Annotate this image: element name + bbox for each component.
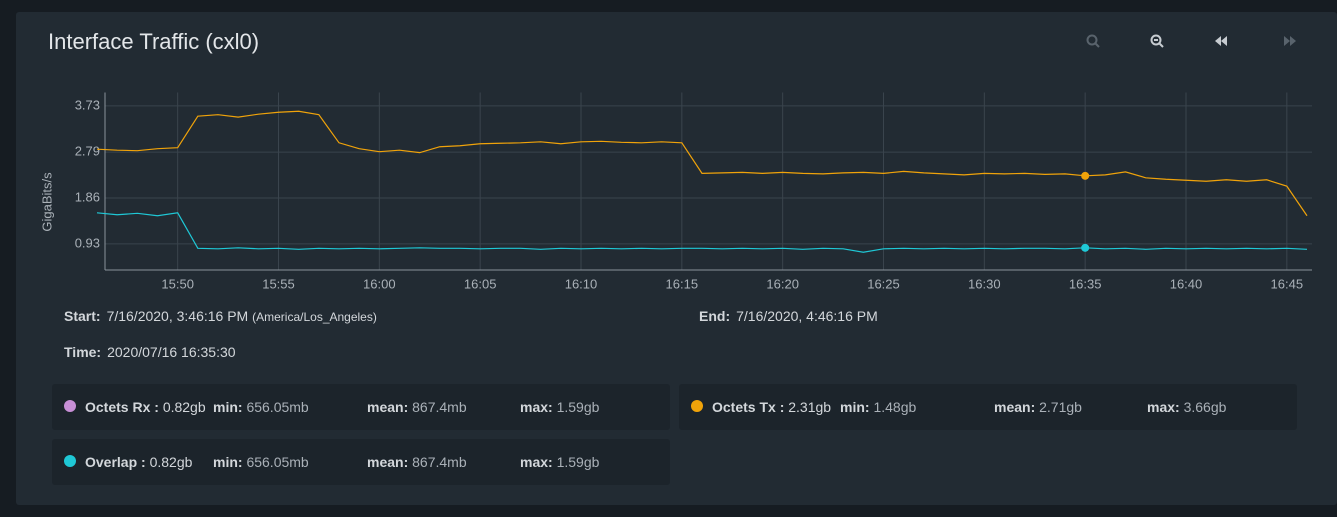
stat-label: mean: bbox=[994, 399, 1036, 415]
legend-item: Octets Tx : 2.31gb min: 1.48gb mean: 2.71g… bbox=[679, 384, 1297, 430]
series-line bbox=[96, 110, 1308, 217]
legend-stat: max: 1.59gb bbox=[520, 399, 599, 415]
stat-value: 656.05mb bbox=[246, 399, 309, 415]
legend-dot bbox=[64, 455, 76, 467]
start-info: Start: 7/16/2020, 3:46:16 PM (America/Los… bbox=[64, 308, 377, 324]
legend-stat: mean: 2.71gb bbox=[994, 399, 1082, 415]
x-tick-label: 16:30 bbox=[968, 276, 1001, 291]
end-info: End: 7/16/2020, 4:46:16 PM bbox=[699, 308, 878, 324]
legend-stat: min: 656.05mb bbox=[213, 399, 309, 415]
x-tick-label: 16:20 bbox=[766, 276, 799, 291]
stat-value: 3.66gb bbox=[1183, 399, 1227, 415]
legend-current: 0.82gb bbox=[162, 399, 206, 415]
start-zone: (America/Los_Angeles) bbox=[252, 310, 377, 324]
x-tick-label: 16:45 bbox=[1271, 276, 1304, 291]
stat-value: 2.71gb bbox=[1039, 399, 1082, 415]
legend-item: Overlap : 0.82gb min: 656.05mb mean: 867.4… bbox=[52, 439, 670, 485]
y-tick-label: 1.86 bbox=[75, 189, 100, 204]
stat-value: 1.59gb bbox=[556, 454, 600, 470]
start-label: Start: bbox=[64, 308, 101, 324]
stat-label: min: bbox=[213, 399, 243, 415]
toolbar bbox=[1086, 34, 1296, 48]
stat-label: min: bbox=[840, 399, 870, 415]
legend-dot bbox=[64, 400, 76, 412]
x-tick-label: 16:05 bbox=[464, 276, 497, 291]
legend-dot bbox=[691, 400, 703, 412]
legend-name-text: Octets Rx : bbox=[85, 399, 159, 415]
x-tick-label: 15:55 bbox=[262, 276, 295, 291]
x-tick-label: 16:00 bbox=[363, 276, 396, 291]
x-tick-label: 16:10 bbox=[565, 276, 598, 291]
legend-current: 0.82gb bbox=[149, 454, 193, 470]
chart: GigaBits/s 0.93 1.86 2.79 3.73 15:50 15:55 16:… bbox=[39, 92, 1312, 291]
stat-label: max: bbox=[520, 399, 553, 415]
legend-stat: max: 3.66gb bbox=[1147, 399, 1226, 415]
time-info: Time: 2020/07/16 16:35:30 bbox=[64, 344, 236, 360]
y-tick-label: 0.93 bbox=[75, 235, 100, 250]
legend-stat: mean: 867.4mb bbox=[367, 454, 467, 470]
stat-value: 867.4mb bbox=[412, 399, 467, 415]
y-tick-label: 2.79 bbox=[75, 144, 100, 159]
hover-point bbox=[1081, 171, 1090, 180]
zoom-in-button[interactable] bbox=[1086, 34, 1100, 48]
stat-label: mean: bbox=[367, 399, 409, 415]
legend-name: Octets Rx : 0.82gb bbox=[85, 399, 206, 415]
stat-value: 656.05mb bbox=[246, 454, 309, 470]
stat-label: max: bbox=[520, 454, 553, 470]
back-button[interactable] bbox=[1215, 36, 1227, 46]
stat-value: 1.59gb bbox=[556, 399, 600, 415]
x-tick-label: 16:25 bbox=[867, 276, 900, 291]
legend-stat: mean: 867.4mb bbox=[367, 399, 467, 415]
zoom-out-button[interactable] bbox=[1150, 34, 1164, 48]
start-value: 7/16/2020, 3:46:16 PM bbox=[106, 308, 249, 324]
legend-name: Overlap : 0.82gb bbox=[85, 454, 192, 470]
stat-label: mean: bbox=[367, 454, 409, 470]
y-tick-label: 3.73 bbox=[75, 97, 100, 112]
legend-stat: max: 1.59gb bbox=[520, 454, 599, 470]
legend-stat: min: 1.48gb bbox=[840, 399, 916, 415]
x-tick-label: 16:15 bbox=[666, 276, 699, 291]
stat-label: max: bbox=[1147, 399, 1180, 415]
time-label: Time: bbox=[64, 344, 102, 360]
panel-title: Interface Traffic (cxl0) bbox=[48, 29, 260, 54]
end-label: End: bbox=[699, 308, 731, 324]
legend-name: Octets Tx : 2.31gb bbox=[712, 399, 831, 415]
stat-value: 1.48gb bbox=[873, 399, 917, 415]
time-value: 2020/07/16 16:35:30 bbox=[107, 344, 236, 360]
end-value: 7/16/2020, 4:46:16 PM bbox=[736, 308, 878, 324]
legend-current: 2.31gb bbox=[788, 399, 832, 415]
y-axis-label: GigaBits/s bbox=[39, 172, 54, 232]
hover-point bbox=[1081, 243, 1090, 252]
stat-label: min: bbox=[213, 454, 243, 470]
x-tick-label: 15:50 bbox=[161, 276, 194, 291]
legend-name-text: Octets Tx : bbox=[712, 399, 785, 415]
series-line bbox=[96, 212, 1308, 253]
legend-item: Octets Rx : 0.82gb min: 656.05mb mean: 867… bbox=[52, 384, 670, 430]
stat-value: 867.4mb bbox=[412, 454, 467, 470]
x-tick-label: 16:35 bbox=[1069, 276, 1102, 291]
x-tick-label: 16:40 bbox=[1170, 276, 1203, 291]
legend-name-text: Overlap : bbox=[85, 454, 146, 470]
legend-stat: min: 656.05mb bbox=[213, 454, 309, 470]
forward-button[interactable] bbox=[1284, 36, 1296, 46]
